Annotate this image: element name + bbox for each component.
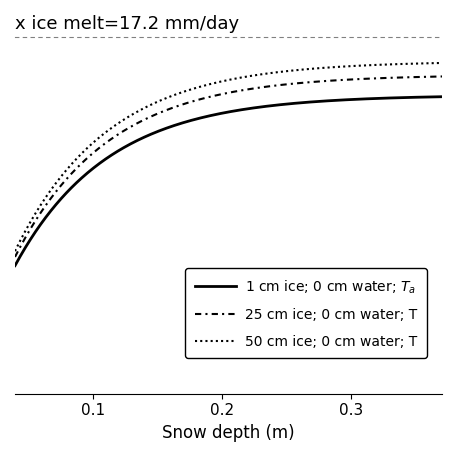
X-axis label: Snow depth (m): Snow depth (m) xyxy=(162,424,295,442)
Legend: 1 cm ice; 0 cm water; $T_a$, 25 cm ice; 0 cm water; T, 50 cm ice; 0 cm water; T: 1 cm ice; 0 cm water; $T_a$, 25 cm ice; … xyxy=(185,268,426,358)
Text: x ice melt=17.2 mm/day: x ice melt=17.2 mm/day xyxy=(15,15,239,33)
